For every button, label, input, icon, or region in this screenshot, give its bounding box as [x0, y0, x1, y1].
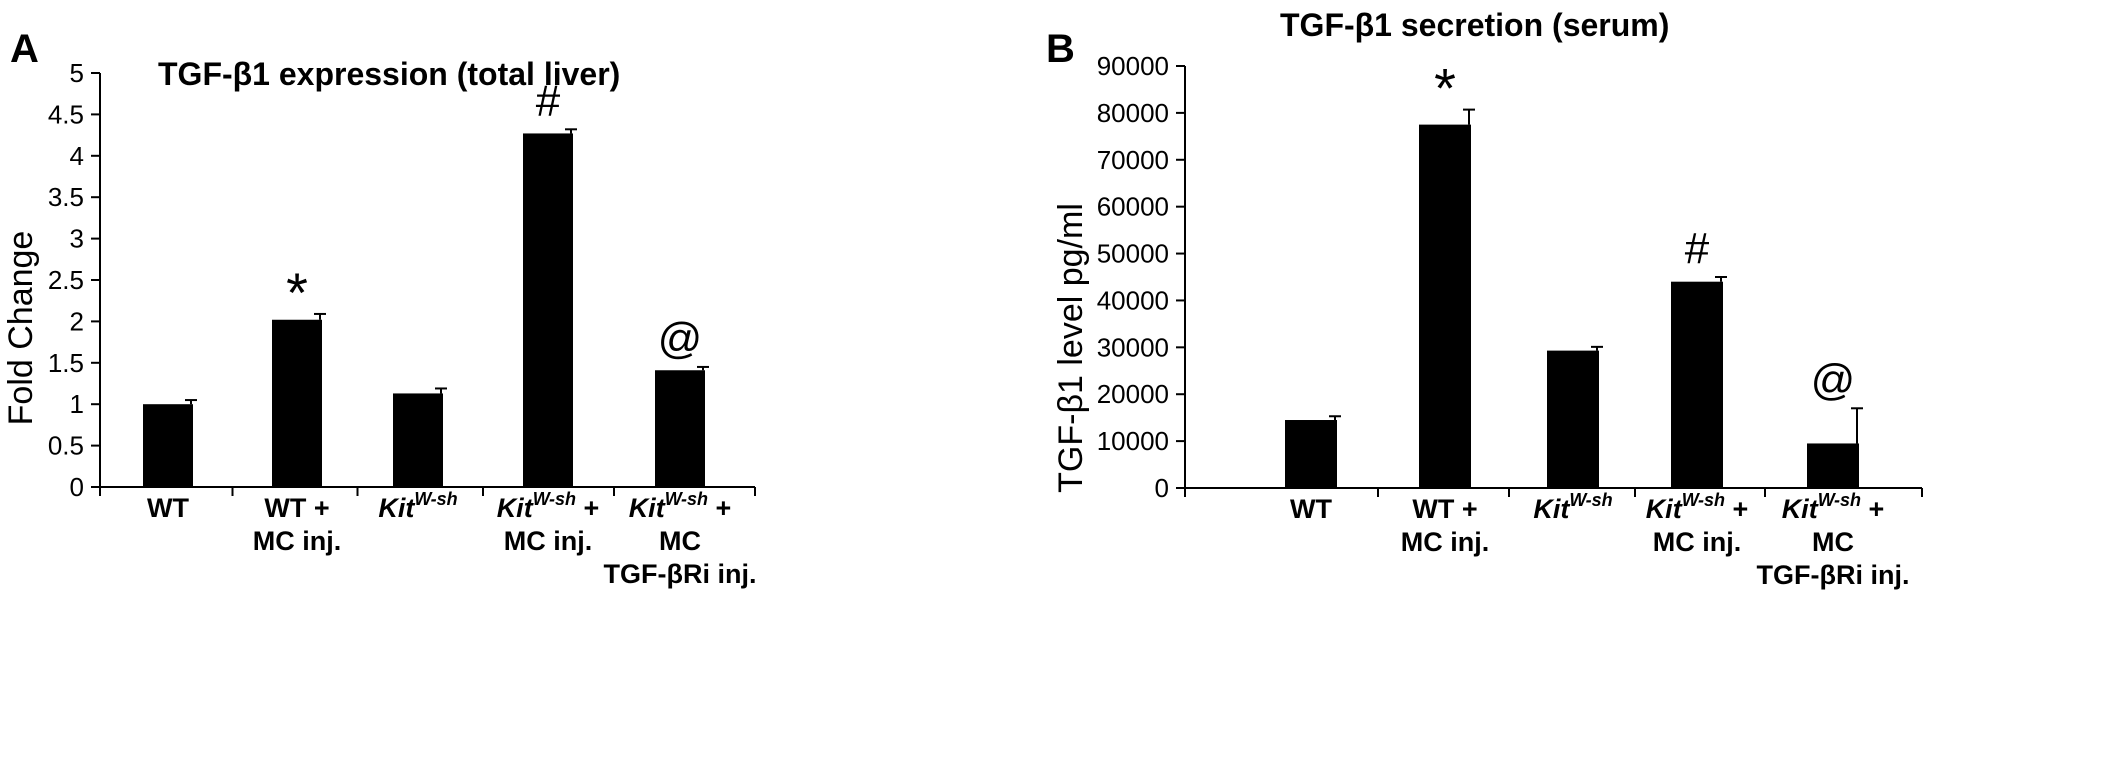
y-tick-label: 4 — [70, 141, 84, 171]
y-tick-label: 40000 — [1097, 285, 1169, 315]
y-tick-label: 3 — [70, 224, 84, 254]
chart-panel-b: 0 10000 20000 30000 40000 50000 60000 70000 8000… — [1097, 51, 1923, 590]
y-tick-label: 10000 — [1097, 426, 1169, 456]
category-label: WT — [1290, 494, 1332, 524]
y-tick-label: 4.5 — [48, 99, 84, 129]
chart-title-a: TGF-β1 expression (total liver) — [158, 56, 620, 92]
y-tick-label: 1 — [70, 389, 84, 419]
category-label: KitW-sh — [378, 489, 457, 523]
bar — [1671, 281, 1723, 488]
y-tick-label: 2 — [70, 306, 84, 336]
bar — [1419, 124, 1471, 488]
significance-marker: # — [1685, 224, 1710, 273]
significance-marker: @ — [1811, 355, 1856, 404]
panel-letter-b: B — [1046, 27, 1075, 71]
y-tick-label: 1.5 — [48, 348, 84, 378]
chart-title-b: TGF-β1 secretion (serum) — [1280, 7, 1669, 43]
y-tick-label: 80000 — [1097, 98, 1169, 128]
significance-marker: * — [286, 261, 308, 324]
bar — [393, 393, 443, 487]
category-label: KitW-sh + MC inj. — [497, 489, 600, 556]
y-tick-label: 30000 — [1097, 332, 1169, 362]
category-label: WT + MC inj. — [253, 493, 342, 556]
category-label: WT — [147, 493, 189, 523]
y-tick-label: 70000 — [1097, 145, 1169, 175]
bar — [1285, 420, 1337, 488]
category-label: KitW-sh + MC TGF-βRi inj. — [1757, 490, 1910, 590]
category-label: KitW-sh — [1533, 490, 1612, 524]
y-tick-label: 20000 — [1097, 379, 1169, 409]
y-tick-label: 2.5 — [48, 265, 84, 295]
y-tick-label: 0.5 — [48, 431, 84, 461]
y-axis-label-b: TGF-β1 level pg/ml — [1052, 203, 1090, 493]
y-tick-label: 5 — [70, 58, 84, 88]
category-label: KitW-sh + MC inj. — [1646, 490, 1749, 557]
y-tick-label: 0 — [1155, 473, 1169, 503]
significance-marker: @ — [658, 314, 703, 363]
y-axis-label-a: Fold Change — [2, 231, 40, 426]
significance-marker: * — [1434, 57, 1456, 120]
category-label: KitW-sh + MC TGF-βRi inj. — [604, 489, 757, 589]
bar — [143, 404, 193, 487]
bar — [523, 133, 573, 487]
y-tick-label: 3.5 — [48, 182, 84, 212]
bar — [272, 319, 322, 487]
y-tick-label: 60000 — [1097, 192, 1169, 222]
bar — [1547, 350, 1599, 488]
category-label: WT + MC inj. — [1401, 494, 1490, 557]
y-tick-label: 50000 — [1097, 239, 1169, 269]
chart-panel-a: 0 0.5 1 1.5 2 2.5 3 3.5 4 4.5 5 WT * WT + MC inj. KitW-… — [48, 58, 757, 589]
bar — [1807, 443, 1859, 488]
significance-marker: # — [536, 76, 561, 125]
y-tick-label: 90000 — [1097, 51, 1169, 81]
y-tick-label: 0 — [70, 472, 84, 502]
bar — [655, 370, 705, 487]
panel-letter-a: A — [10, 27, 39, 71]
